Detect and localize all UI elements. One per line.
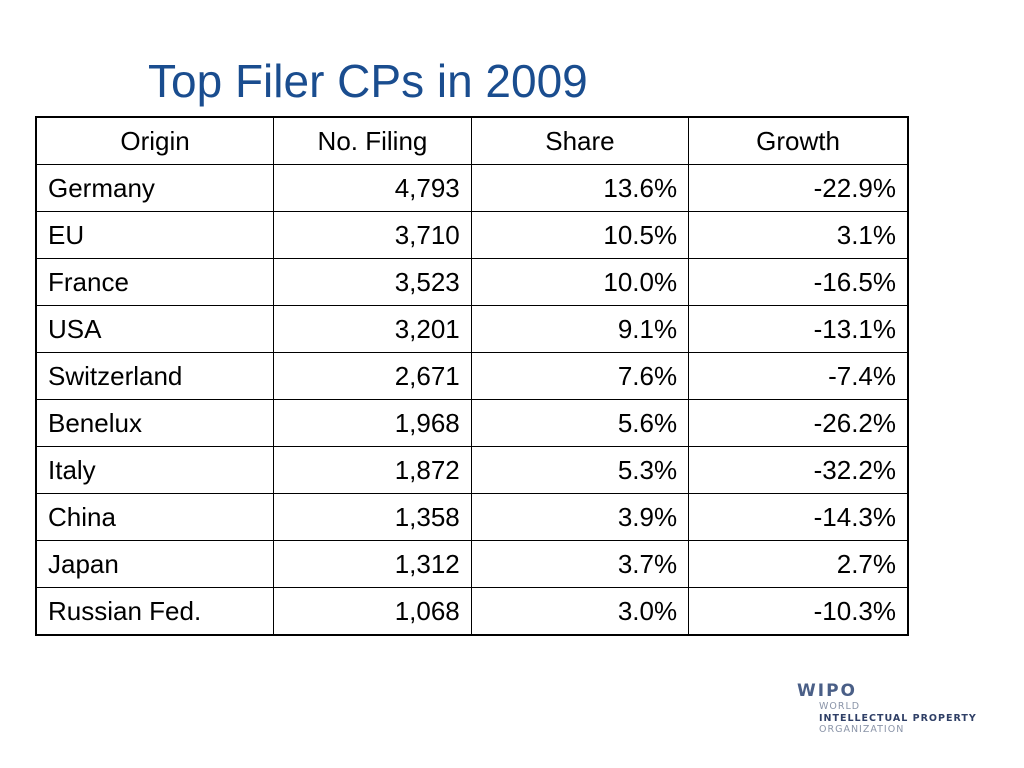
origin-cell: USA	[35, 305, 275, 353]
filing-cell: 1,312	[273, 540, 472, 588]
header-origin: Origin	[35, 116, 275, 165]
table-row: Switzerland 2,671 7.6% -7.4%	[35, 352, 909, 400]
table-row: Germany 4,793 13.6% -22.9%	[35, 164, 909, 212]
share-cell: 3.7%	[470, 540, 690, 588]
origin-cell: China	[35, 493, 275, 541]
filing-cell: 1,872	[273, 446, 472, 494]
filing-cell: 1,968	[273, 399, 472, 447]
filing-cell: 3,523	[273, 258, 472, 306]
growth-cell: -13.1%	[688, 305, 909, 353]
share-cell: 13.6%	[470, 164, 690, 212]
growth-cell: -10.3%	[688, 587, 909, 636]
filing-cell: 1,068	[273, 587, 472, 636]
share-cell: 7.6%	[470, 352, 690, 400]
share-cell: 10.5%	[470, 211, 690, 259]
origin-cell: Switzerland	[35, 352, 275, 400]
filing-cell: 3,710	[273, 211, 472, 259]
table-row: France 3,523 10.0% -16.5%	[35, 258, 909, 306]
origin-cell: Germany	[35, 164, 275, 212]
filing-cell: 1,358	[273, 493, 472, 541]
table-row: Benelux 1,968 5.6% -26.2%	[35, 399, 909, 447]
filing-cell: 2,671	[273, 352, 472, 400]
share-cell: 10.0%	[470, 258, 690, 306]
origin-cell: EU	[35, 211, 275, 259]
header-growth: Growth	[688, 116, 909, 165]
origin-cell: Benelux	[35, 399, 275, 447]
table-row: EU 3,710 10.5% 3.1%	[35, 211, 909, 259]
filers-table: Origin No. Filing Share Growth Germany 4…	[35, 116, 909, 636]
table-row: Italy 1,872 5.3% -32.2%	[35, 446, 909, 494]
table-row: Russian Fed. 1,068 3.0% -10.3%	[35, 587, 909, 636]
slide-title: Top Filer CPs in 2009	[148, 55, 588, 107]
header-share: Share	[470, 116, 690, 165]
table-row: Japan 1,312 3.7% 2.7%	[35, 540, 909, 588]
origin-cell: Japan	[35, 540, 275, 588]
filing-cell: 4,793	[273, 164, 472, 212]
table-row: China 1,358 3.9% -14.3%	[35, 493, 909, 541]
origin-cell: Italy	[35, 446, 275, 494]
filing-cell: 3,201	[273, 305, 472, 353]
growth-cell: 3.1%	[688, 211, 909, 259]
growth-cell: -16.5%	[688, 258, 909, 306]
growth-cell: 2.7%	[688, 540, 909, 588]
header-no-filing: No. Filing	[273, 116, 472, 165]
share-cell: 5.6%	[470, 399, 690, 447]
share-cell: 3.0%	[470, 587, 690, 636]
logo-line-organization: ORGANIZATION	[819, 724, 905, 735]
growth-cell: -32.2%	[688, 446, 909, 494]
table-row: USA 3,201 9.1% -13.1%	[35, 305, 909, 353]
wipo-logo: WIPO WORLD INTELLECTUAL PROPERTY ORGANIZ…	[797, 681, 997, 736]
growth-cell: -14.3%	[688, 493, 909, 541]
origin-cell: France	[35, 258, 275, 306]
growth-cell: -22.9%	[688, 164, 909, 212]
logo-line-world: WORLD	[819, 701, 861, 712]
logo-wordmark: WIPO	[797, 681, 857, 701]
growth-cell: -26.2%	[688, 399, 909, 447]
growth-cell: -7.4%	[688, 352, 909, 400]
origin-cell: Russian Fed.	[35, 587, 275, 636]
share-cell: 9.1%	[470, 305, 690, 353]
share-cell: 5.3%	[470, 446, 690, 494]
share-cell: 3.9%	[470, 493, 690, 541]
table-header-row: Origin No. Filing Share Growth	[35, 116, 909, 165]
logo-line-ip: INTELLECTUAL PROPERTY	[819, 712, 977, 724]
